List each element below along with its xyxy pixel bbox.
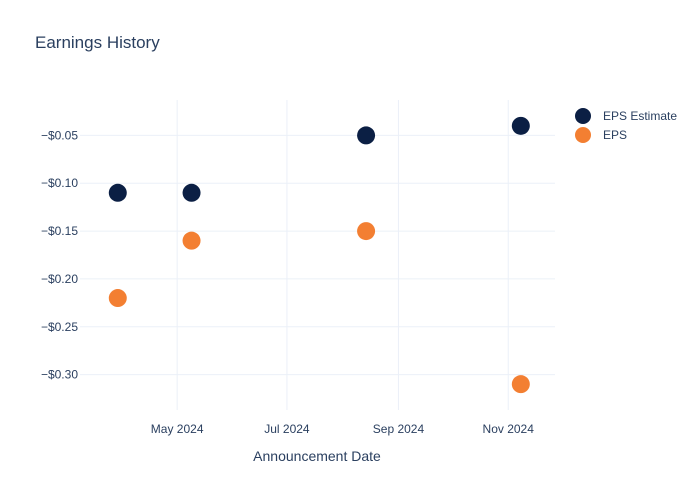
legend-label-eps-estimate: EPS Estimate bbox=[603, 108, 678, 123]
y-tick-label: −$0.15 bbox=[41, 224, 78, 238]
point-eps[interactable] bbox=[182, 231, 201, 250]
x-tick-label: Nov 2024 bbox=[483, 422, 535, 436]
point-eps[interactable] bbox=[357, 222, 376, 241]
y-tick-label: −$0.10 bbox=[41, 176, 78, 190]
point-eps-estimate[interactable] bbox=[182, 183, 201, 202]
y-tick-label: −$0.20 bbox=[41, 272, 78, 286]
x-tick-label: May 2024 bbox=[151, 422, 204, 436]
legend-marker-eps-estimate bbox=[575, 107, 591, 124]
point-eps-estimate[interactable] bbox=[357, 126, 376, 145]
y-tick-label: −$0.30 bbox=[41, 368, 78, 382]
point-eps-estimate[interactable] bbox=[511, 116, 530, 135]
y-tick-label: −$0.05 bbox=[41, 128, 78, 142]
data-points bbox=[108, 116, 530, 394]
point-eps[interactable] bbox=[108, 289, 127, 308]
legend: EPS Estimate EPS bbox=[575, 106, 677, 144]
y-tick-label: −$0.25 bbox=[41, 320, 78, 334]
x-axis-title: Announcement Date bbox=[253, 448, 381, 464]
chart-title: Earnings History bbox=[35, 33, 160, 52]
grid-layer bbox=[80, 100, 555, 410]
x-tick-label: Jul 2024 bbox=[264, 422, 310, 436]
y-axis-ticks: −$0.05 −$0.10 −$0.15 −$0.20 −$0.25 −$0.30 bbox=[41, 128, 78, 381]
x-tick-label: Sep 2024 bbox=[373, 422, 425, 436]
legend-item-eps-estimate[interactable]: EPS Estimate bbox=[575, 106, 677, 125]
point-eps[interactable] bbox=[511, 375, 530, 394]
legend-marker-eps bbox=[575, 126, 591, 143]
point-eps-estimate[interactable] bbox=[108, 183, 127, 202]
legend-item-eps[interactable]: EPS bbox=[575, 125, 677, 144]
legend-label-eps: EPS bbox=[603, 127, 628, 142]
x-axis-ticks: May 2024 Jul 2024 Sep 2024 Nov 2024 bbox=[151, 422, 534, 436]
